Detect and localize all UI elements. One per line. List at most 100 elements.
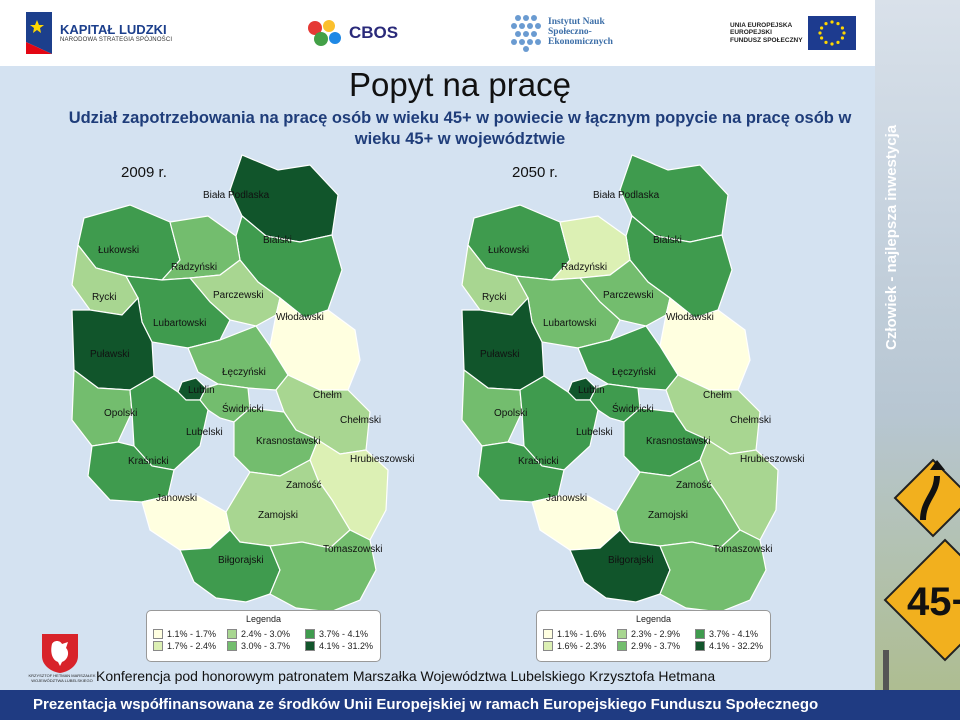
district-label-leczynski: Łęczyński (612, 367, 656, 378)
district-label-bialski: Bialski (263, 235, 292, 246)
district-label-lubartowski: Lubartowski (153, 318, 206, 329)
district-lubelski (519, 375, 599, 471)
isn-line-3: Ekonomicznych (548, 36, 613, 47)
emblem-caption: KRZYSZTOF HETMAN MARSZAŁEK WOJEWÓDZTWA L… (28, 673, 96, 683)
district-tomaszowski (659, 529, 767, 613)
legend-label: 1.7% - 2.4% (167, 641, 217, 651)
district-label-lublin: Lublin (188, 385, 215, 396)
legend-item: 2.9% - 3.7% (617, 641, 695, 651)
legend-label: 4.1% - 31.2% (319, 641, 374, 651)
district-tomaszowski (269, 529, 377, 613)
district-label-hrubieszowski: Hrubieszowski (740, 454, 804, 465)
legend-swatch (543, 629, 553, 639)
district-label-zamosc: Zamość (286, 480, 322, 491)
district-label-radzynski: Radzyński (561, 262, 607, 273)
district-label-swidnicki: Świdnicki (612, 402, 654, 415)
district-opolski (71, 368, 133, 447)
legend-label: 3.7% - 4.1% (319, 629, 369, 639)
district-label-janowski: Janowski (156, 493, 197, 504)
cbos-icon (308, 20, 341, 46)
legend-item: 3.7% - 4.1% (695, 629, 773, 639)
isn-line-1: Instytut Nauk (548, 17, 605, 28)
district-label-rycki: Rycki (92, 292, 116, 303)
legend-swatch (305, 629, 315, 639)
district-label-bilgorajski: Biłgorajski (608, 555, 654, 566)
legend-swatch (153, 641, 163, 651)
legend-item: 3.0% - 3.7% (227, 641, 305, 651)
district-label-tomaszowski: Tomaszowski (323, 544, 382, 555)
legend-swatch (227, 641, 237, 651)
district-label-krasnostawski: Krasnostawski (646, 436, 710, 447)
district-label-lubartowski: Lubartowski (543, 318, 596, 329)
district-label-lubelski: Lubelski (186, 427, 223, 438)
district-label-wlodawski: Włodawski (666, 312, 714, 323)
legend-swatch (227, 629, 237, 639)
district-label-opolski: Opolski (104, 408, 137, 419)
district-lubelski (129, 375, 209, 471)
district-krasnicki (87, 441, 175, 503)
cbos-name: CBOS (349, 23, 399, 42)
legend-item: 1.1% - 1.7% (153, 629, 227, 639)
legend-item: 1.7% - 2.4% (153, 641, 227, 651)
legend-label: 2.4% - 3.0% (241, 629, 291, 639)
district-label-leczynski: Łęczyński (222, 367, 266, 378)
district-label-bilgorajski: Biłgorajski (218, 555, 264, 566)
cbos-logo: CBOS (305, 10, 398, 56)
district-label-swidnicki: Świdnicki (222, 402, 264, 415)
legend-swatch (695, 641, 705, 651)
eu-logo: UNIA EUROPEJSKA EUROPEJSKI FUNDUSZ SPOŁE… (730, 10, 856, 56)
kapital-ludzki-subtitle: NARODOWA STRATEGIA SPÓJNOŚCI (60, 36, 173, 43)
isn-line-2: Społeczno- (548, 27, 592, 38)
district-label-lukowski: Łukowski (98, 245, 139, 256)
district-label-hrubieszowski: Hrubieszowski (350, 454, 414, 465)
district-label-opolski: Opolski (494, 408, 527, 419)
district-label-lubelski: Lubelski (576, 427, 613, 438)
district-krasnicki (477, 441, 565, 503)
legend-2009: Legenda 1.1% - 1.7% 2.4% - 3.0% 3.7% - 4.1… (146, 610, 381, 662)
map-2009: Biała Podlaska Bialski Łukowski Radzyński Ry… (70, 150, 414, 620)
footer-bar: Prezentacja współfinansowana ze środków … (0, 690, 960, 720)
legend-swatch (695, 629, 705, 639)
legend-item: 1.1% - 1.6% (543, 629, 617, 639)
map-2050: Biała Podlaska Bialski Łukowski Radzyński Ry… (460, 150, 804, 620)
kapital-ludzki-title: KAPITAŁ LUDZKI (60, 22, 167, 38)
legend-swatch (543, 641, 553, 651)
district-label-parczewski: Parczewski (213, 290, 264, 301)
legend-label: 1.6% - 2.3% (557, 641, 607, 651)
kapital-ludzki-icon (26, 12, 52, 54)
kapital-ludzki-logo: KAPITAŁ LUDZKI NARODOWA STRATEGIA SPÓJNO… (24, 10, 172, 56)
voivodeship-map-svg: Biała Podlaska Bialski Łukowski Radzyński Ry… (71, 154, 414, 613)
district-label-krasnicki: Kraśnicki (518, 456, 559, 467)
isn-dots-icon (511, 15, 541, 52)
eu-line-3: FUNDUSZ SPOŁECZNY (730, 36, 803, 44)
district-label-biala-podlaska: Biała Podlaska (593, 190, 660, 201)
legend-swatch (153, 629, 163, 639)
legend-swatch (305, 641, 315, 651)
curve-sign-icon (893, 458, 960, 538)
page-subtitle: Udział zapotrzebowania na pracę osób w w… (68, 109, 852, 148)
district-label-zamojski: Zamojski (648, 510, 688, 521)
legend-item: 4.1% - 31.2% (305, 641, 383, 651)
legend-item: 3.7% - 4.1% (305, 629, 383, 639)
district-label-pulawski: Puławski (90, 349, 129, 360)
district-label-krasnicki: Kraśnicki (128, 456, 169, 467)
district-label-pulawski: Puławski (480, 349, 519, 360)
legend-grid: 1.1% - 1.7% 2.4% - 3.0% 3.7% - 4.1% 1.7% - … (153, 629, 383, 651)
footer-text: Prezentacja współfinansowana ze środków … (33, 696, 819, 713)
legend-grid: 1.1% - 1.6% 2.3% - 2.9% 3.7% - 4.1% 1.6% - … (543, 629, 773, 651)
legend-title: Legenda (635, 614, 672, 624)
45-plus-sign-icon: 45+ (883, 538, 960, 662)
district-label-rycki: Rycki (482, 292, 506, 303)
legend-label: 1.1% - 1.6% (557, 629, 607, 639)
legend-swatch (617, 629, 627, 639)
sign-text: 45+ (907, 580, 960, 624)
district-label-zamojski: Zamojski (258, 510, 298, 521)
legend-label: 1.1% - 1.7% (167, 629, 217, 639)
legend-item: 2.4% - 3.0% (227, 629, 305, 639)
legend-swatch (617, 641, 627, 651)
district-label-zamosc: Zamość (676, 480, 712, 491)
logo-bar: KAPITAŁ LUDZKI NARODOWA STRATEGIA SPÓJNO… (0, 0, 875, 66)
district-label-janowski: Janowski (546, 493, 587, 504)
legend-2050: Legenda 1.1% - 1.6% 2.3% - 2.9% 3.7% - 4.1… (536, 610, 771, 662)
legend-item: 4.1% - 32.2% (695, 641, 773, 651)
